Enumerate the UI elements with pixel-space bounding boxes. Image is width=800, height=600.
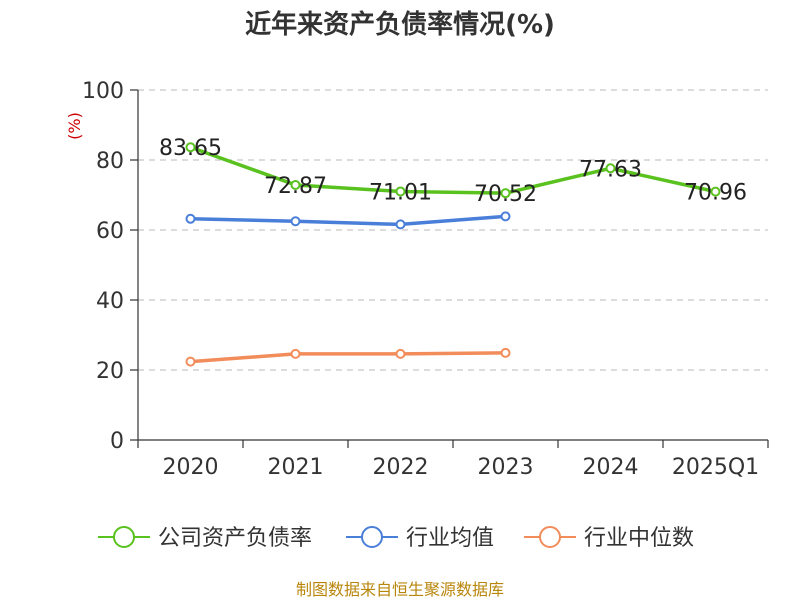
legend-marker [113, 526, 135, 548]
y-tick-label: 40 [96, 289, 124, 314]
data-point [185, 356, 196, 367]
series-line [190, 214, 506, 227]
legend-label: 公司资产负债率 [158, 526, 312, 551]
data-label: 83.65 [159, 136, 222, 161]
series-lines [185, 142, 721, 367]
data-point [500, 211, 511, 222]
legend: 公司资产负债率 行业均值 行业中位数 [98, 526, 694, 551]
x-tick-label: 2025Q1 [672, 455, 759, 480]
legend-marker [361, 526, 383, 548]
data-label: 72.87 [264, 174, 327, 199]
data-label: 70.52 [474, 182, 537, 207]
x-tick-label: 2022 [373, 455, 429, 480]
data-point [290, 348, 301, 359]
chart-title: 近年来资产负债率情况(%) [245, 9, 555, 40]
series-line [189, 145, 716, 195]
source-footer: 制图数据来自恒生聚源数据库 [296, 580, 504, 599]
data-point [500, 347, 511, 358]
y-tick-label: 60 [96, 219, 124, 244]
y-tick-label: 80 [96, 149, 124, 174]
data-point [395, 348, 406, 359]
data-point [710, 186, 721, 197]
grid-lines [138, 89, 768, 371]
y-tick-label: 100 [82, 79, 124, 104]
series-line [190, 351, 506, 364]
data-label: 77.63 [579, 157, 642, 182]
legend-label: 行业均值 [406, 526, 494, 551]
data-point [395, 186, 406, 197]
data-point [500, 188, 511, 199]
x-tick-label: 2023 [478, 455, 534, 480]
legend-label: 行业中位数 [584, 526, 694, 551]
data-point [605, 163, 616, 174]
data-label: 70.96 [684, 181, 747, 206]
data-labels: 83.65 72.87 71.01 70.52 77.63 70.96 [159, 136, 747, 207]
data-point [185, 142, 196, 153]
legend-marker [539, 526, 561, 548]
x-tick-label: 2024 [583, 455, 639, 480]
data-point [395, 219, 406, 230]
x-tick-label: 2020 [163, 455, 219, 480]
y-tick-label: 0 [110, 429, 124, 454]
x-tick-label: 2021 [268, 455, 324, 480]
data-point [290, 216, 301, 227]
axes: 0 20 40 60 80 100 2020 2021 2022 2023 2024 2025Q1 [82, 79, 769, 480]
data-label: 71.01 [369, 180, 432, 205]
y-tick-label: 20 [96, 359, 124, 384]
data-point [290, 179, 301, 190]
data-point [185, 213, 196, 224]
y-unit-label: (%) [65, 112, 84, 140]
